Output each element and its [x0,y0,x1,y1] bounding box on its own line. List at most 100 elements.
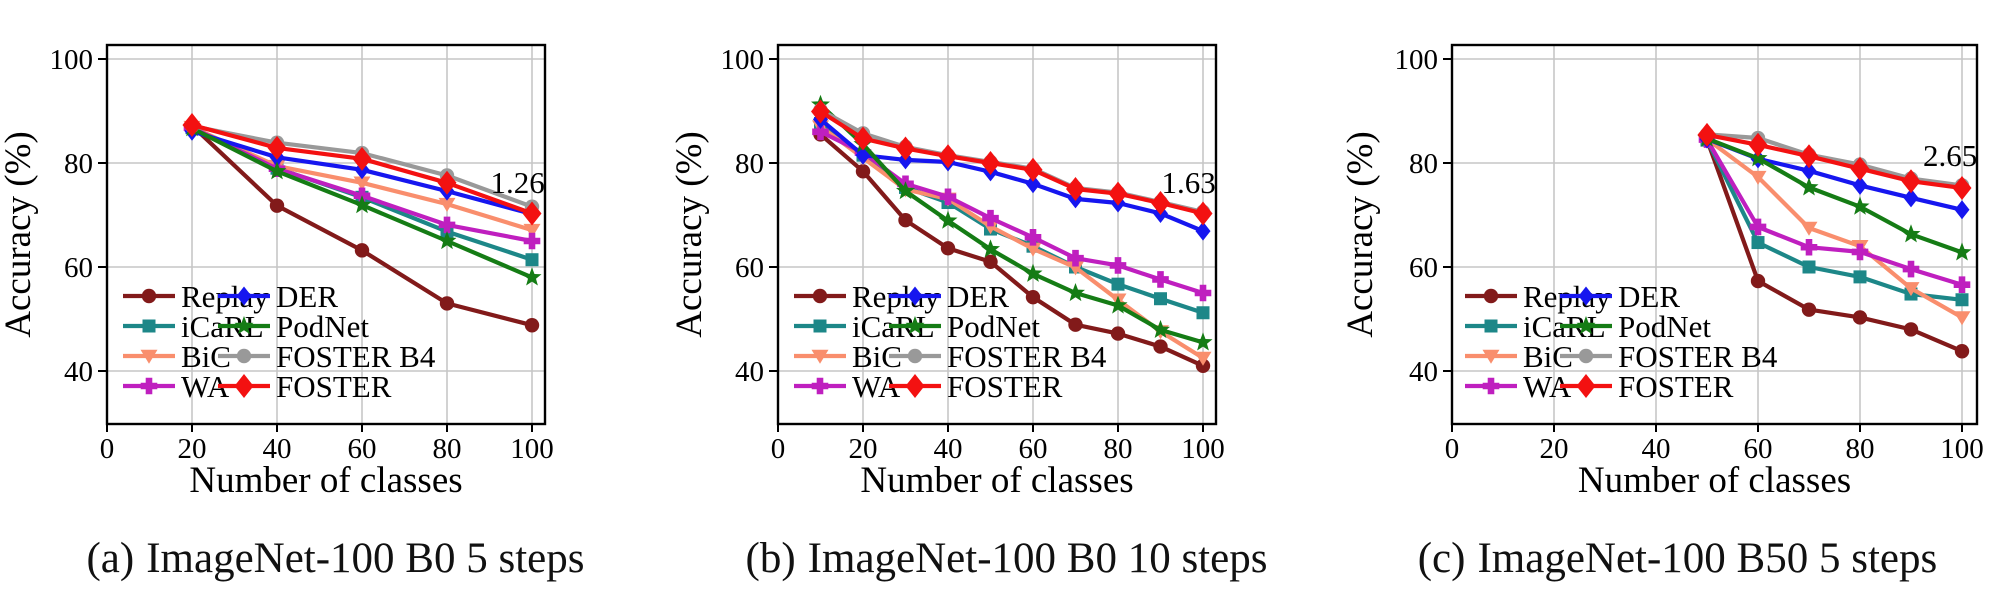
legend-marker [236,348,252,364]
caption-c: (c) ImageNet-100 B50 5 steps [1342,534,2013,583]
x-tick-label: 20 [1540,433,1569,465]
legend-item-foster-b4: FOSTER B4 [1560,339,1778,374]
x-axis-label: Number of classes [860,460,1133,501]
data-point-marker [1154,292,1167,306]
legend-marker [141,288,157,304]
data-point-marker [1901,224,1921,243]
data-point-marker [1024,229,1042,246]
legend-marker [1578,348,1594,364]
y-tick-label: 80 [1409,148,1438,180]
data-point-marker [438,216,456,234]
data-point-marker [898,213,913,228]
caption-b-label: (b) [745,535,796,582]
x-tick-label: 100 [510,433,554,465]
data-point-marker [1023,263,1043,282]
y-tick-label: 40 [1409,356,1438,388]
data-point-marker [267,161,287,180]
x-tick-label: 40 [1642,433,1671,465]
legend-label: PodNet [276,309,369,344]
y-tick-label: 60 [1409,252,1438,284]
legend-marker [1484,319,1498,333]
panel-c: 0 20 40 60 80 100 40 60 80 100 Number of classes Ac… [1342,0,2013,610]
legend-label: DER [276,279,338,314]
data-point-marker [1194,284,1212,302]
legend-marker [142,319,156,333]
data-point-marker [1901,169,1921,194]
y-tick-labels: 40 60 80 100 [50,44,94,388]
series-der [813,109,1211,241]
legend-marker [234,316,254,335]
data-point-marker [1152,271,1169,288]
gap-annotation: 1.26 [491,165,545,200]
data-point-marker [1751,236,1765,250]
data-point-marker [1697,122,1717,147]
data-point-marker [267,135,287,160]
legend-marker [905,374,925,398]
legend-label: FOSTER B4 [276,339,436,374]
legend-item-foster: FOSTER [218,369,392,404]
x-tick-label: 40 [934,433,963,465]
data-point-marker [1902,260,1920,278]
caption-a-label: (a) [86,535,135,582]
legend-marker [140,377,158,395]
x-tick-label: 0 [1445,433,1460,465]
data-point-marker [1800,238,1818,256]
legend-item-podnet: PodNet [218,309,369,344]
data-point-marker [439,296,455,311]
y-tick-label: 100 [50,44,94,76]
legend-label: DER [947,279,1009,314]
legend-item-foster-b4: FOSTER B4 [889,339,1107,374]
data-point-marker [896,136,915,161]
data-point-marker [1953,311,1971,326]
data-point-marker [1801,161,1817,181]
x-tick-label: 0 [771,433,786,465]
x-tick-label: 20 [849,433,878,465]
data-point-marker [1853,270,1867,284]
gap-annotation: 2.65 [1923,138,1977,173]
legend-item-wa: WA [123,369,230,404]
series-line [1704,137,1965,320]
chart-c: 0 20 40 60 80 100 40 60 80 100 Number of classes Ac… [1342,43,1984,501]
data-point-marker [855,164,871,179]
legend-marker [907,286,923,306]
x-tick-label: 20 [178,433,207,465]
series-line [1704,137,1965,287]
data-point-marker [1068,317,1083,332]
series-line [818,117,1206,234]
caption-a: (a) ImageNet-100 B0 5 steps [0,534,671,583]
data-point-marker [1852,310,1868,325]
legend-marker [236,286,252,306]
data-point-marker [983,254,998,269]
data-point-marker [1196,306,1210,320]
legend-marker [905,316,925,335]
data-point-marker [1749,170,1767,185]
legend-marker [1576,374,1596,398]
y-tick-labels: 40 60 80 100 [1395,44,1439,388]
legend-label: DER [1618,279,1680,314]
chart-a: 0 20 40 60 80 100 40 60 80 100 Number of classes Ac… [0,43,554,501]
data-point-marker [522,267,542,286]
y-tick-label: 100 [721,44,765,76]
data-point-marker [940,241,956,256]
data-point-marker [1150,319,1171,339]
data-point-marker [524,318,540,333]
data-point-marker [939,188,957,206]
data-point-marker [895,181,916,200]
data-point-marker [1065,283,1086,302]
legend-marker [812,288,828,304]
y-tick-label: 80 [735,148,764,180]
x-tick-label: 40 [263,433,292,465]
series-line [1704,136,1965,255]
data-point-marker [523,232,541,250]
legend-marker [1482,377,1500,395]
x-axis-label: Number of classes [1578,460,1851,501]
y-tick-label: 60 [64,252,93,284]
legend-marker [811,377,829,395]
plot-border [776,43,1218,426]
legend-item-podnet: PodNet [1560,309,1711,344]
data-point-marker [938,210,958,229]
series-foster [1697,122,1972,200]
x-tick-labels: 0 20 40 60 80 100 [1445,433,1984,465]
